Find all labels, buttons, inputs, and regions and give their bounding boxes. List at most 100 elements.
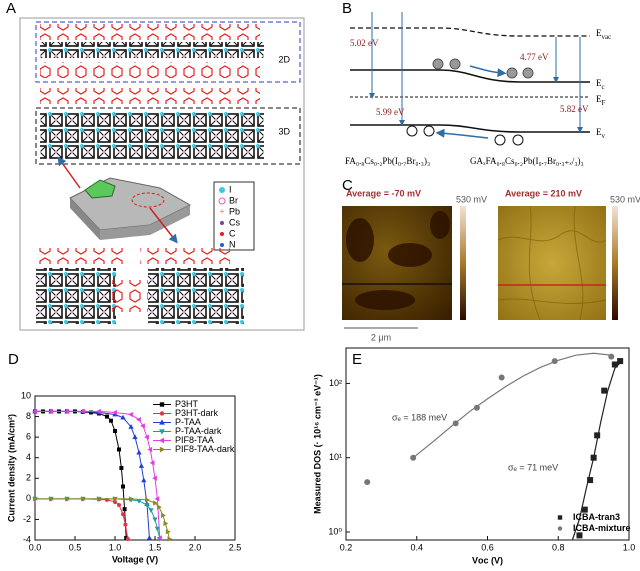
- legend-label: N: [229, 239, 236, 249]
- marker: [138, 463, 145, 468]
- series-line: [35, 410, 161, 538]
- y-tick-label: -4: [23, 534, 31, 544]
- marker: [473, 404, 480, 411]
- series-line: [35, 498, 161, 540]
- marker: [132, 434, 138, 440]
- y-tick-label: 2: [26, 473, 31, 483]
- marker: [119, 466, 124, 470]
- legend-label: ICBA-mixture: [573, 523, 631, 533]
- level-symbol: E: [596, 28, 602, 38]
- energy-gap: 5.99 eV: [376, 107, 405, 117]
- label-2d: 2D: [278, 54, 290, 64]
- y-tick-label: 10⁰: [328, 526, 342, 536]
- x-axis-label: Vᴏᴄ (V): [472, 555, 503, 565]
- grain-boundaries: [497, 205, 607, 321]
- energy-gap: 5.02 eV: [350, 38, 379, 48]
- grain-highlight: [84, 179, 116, 199]
- marker: [576, 532, 583, 539]
- electron: [506, 67, 518, 79]
- legend-label: Cs: [229, 217, 240, 227]
- x-tick-label: 0.0: [29, 542, 42, 552]
- bulk-lattice: [40, 112, 264, 160]
- marker: [113, 428, 117, 433]
- level-symbol: E: [596, 78, 602, 88]
- marker: [498, 374, 505, 381]
- marker: [452, 420, 459, 427]
- domain: [430, 211, 450, 239]
- marker: [146, 535, 153, 540]
- marker: [154, 496, 160, 502]
- x-tick-label: 2.5: [229, 542, 242, 552]
- y-tick-label: 6: [26, 432, 31, 442]
- marker: [121, 512, 125, 517]
- marker: [129, 496, 134, 502]
- marker: [590, 454, 597, 461]
- organic-layer: [140, 248, 230, 264]
- material-formula: GAₓFA₀.₈Cs₀.₂Pb(I₀.₇Br₀.₃₊ₓ/₃)₃: [470, 156, 584, 166]
- organic-layer: [40, 62, 260, 78]
- colorbar-label: 530 mV: [456, 194, 487, 204]
- panel-b: 5.02 eV 4.77 eV 5.99 eV 5.82 eV Evac Ec …: [345, 12, 611, 166]
- marker: [608, 353, 615, 360]
- legend-label: PIF8-TAA: [175, 435, 214, 445]
- legend-symbol: [220, 243, 224, 247]
- marker: [594, 432, 601, 439]
- series-line: [35, 410, 127, 538]
- legend-label: Br: [229, 195, 238, 205]
- marker: [117, 447, 121, 452]
- x-tick-label: 1.0: [109, 542, 122, 552]
- label-3d: 3D: [278, 126, 290, 136]
- x-tick-label: 1.0: [623, 542, 636, 552]
- y-tick-label: 10: [21, 390, 31, 400]
- series-line: [35, 498, 129, 540]
- hole: [406, 125, 418, 137]
- boundary: [573, 205, 584, 321]
- marker: [128, 411, 133, 418]
- legend-label: PIF8-TAA-dark: [175, 444, 235, 454]
- marker: [157, 504, 162, 510]
- marker: [145, 497, 150, 503]
- colorbar-label: 530 mV: [610, 194, 640, 204]
- level-symbol: E: [596, 94, 602, 104]
- y-tick-label: 8: [26, 411, 31, 421]
- marker: [581, 506, 588, 513]
- level-sub: vac: [602, 33, 612, 41]
- material-formula: FA₀.₈Cs₀.₂Pb(I₀.₇Br₀.₃)₃: [345, 156, 430, 166]
- legend-marker: [159, 446, 166, 453]
- fit-curve: [412, 352, 612, 459]
- organic-layer: [40, 88, 260, 104]
- level-label: EF: [596, 94, 606, 107]
- legend-label: P3HT: [175, 399, 199, 409]
- marker: [123, 522, 128, 527]
- valence-band: [350, 124, 590, 133]
- marker: [48, 408, 53, 415]
- y-tick-label: 10¹: [329, 452, 342, 462]
- legend-label: ICBA-tran3: [573, 512, 620, 522]
- marker: [120, 414, 126, 420]
- annotation: σₑ = 71 meV: [508, 462, 558, 472]
- panel-c: Average = -70 mV Average = 210 mV 530 mV…: [342, 188, 640, 342]
- legend-symbol: [219, 187, 225, 193]
- electron: [432, 58, 444, 70]
- marker: [136, 449, 142, 455]
- transfer-arrow: [469, 65, 507, 78]
- legend-marker: [557, 515, 563, 520]
- fit-curve: [571, 360, 623, 541]
- colorbar: [460, 206, 466, 320]
- marker: [81, 496, 86, 502]
- transfer-arrow: [435, 128, 489, 139]
- level-sub: c: [602, 83, 605, 91]
- legend-label: P3HT-dark: [175, 408, 219, 418]
- hole: [512, 134, 524, 146]
- boundary: [497, 230, 607, 243]
- legend-symbol: [220, 221, 224, 225]
- legend-label: C: [229, 228, 236, 238]
- x-tick-label: 0.5: [69, 542, 82, 552]
- marker: [109, 418, 113, 423]
- marker: [364, 479, 371, 486]
- marker: [140, 423, 145, 429]
- legend-label: I: [229, 184, 232, 194]
- marker: [144, 434, 149, 440]
- panel-label: D: [8, 351, 19, 368]
- y-tick-label: -2: [23, 514, 31, 524]
